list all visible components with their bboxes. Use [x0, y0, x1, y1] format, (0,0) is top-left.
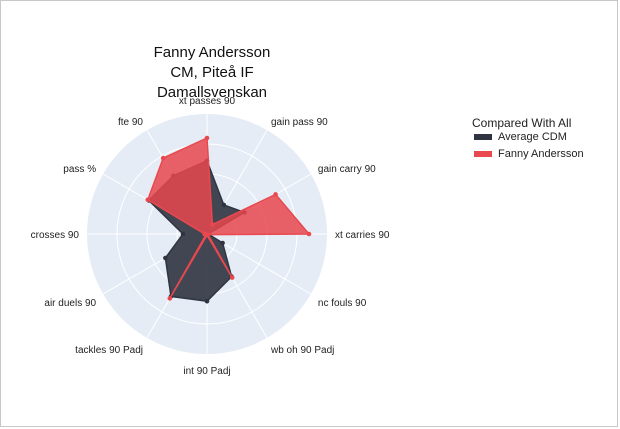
axis-label: fte 90: [118, 117, 143, 128]
series-point-player: [202, 231, 207, 237]
series-point-player: [167, 296, 173, 301]
series-point-average-cdm: [180, 231, 186, 237]
series-point-player: [160, 155, 166, 161]
series-point-average-cdm: [163, 255, 168, 261]
axis-label: air duels 90: [44, 298, 96, 309]
series-point-player: [273, 192, 278, 197]
axis-label: pass %: [63, 164, 96, 175]
chart-title-league: Damallsvenskan: [156, 84, 268, 101]
axis-labels: xt passes 90 gain pass 90 gain carry 90 xt …: [31, 96, 390, 377]
chart-title-name: Fanny Andersson: [153, 44, 271, 61]
legend-item-player[interactable]: Fanny Andersson: [474, 148, 584, 160]
legend-swatch-player: [474, 151, 492, 158]
chart-title-team: CM, Piteå IF: [170, 64, 254, 81]
series-point-player: [306, 231, 312, 237]
axis-label: xt carries 90: [335, 230, 390, 241]
axis-label: crosses 90: [31, 230, 80, 241]
series-point-player: [229, 275, 235, 280]
axis-label: gain pass 90: [271, 117, 328, 128]
series-point-average-cdm: [220, 240, 225, 246]
series-point-player: [210, 222, 215, 227]
series-point-player: [145, 197, 151, 203]
legend-label-player: Fanny Andersson: [498, 148, 584, 160]
legend-label-average-cdm: Average CDM: [498, 131, 567, 143]
axis-label: int 90 Padj: [183, 366, 230, 377]
legend-swatch-average-cdm: [474, 134, 492, 141]
series-point-player: [204, 135, 210, 141]
series-layer: [145, 135, 312, 304]
axis-label: tackles 90 Padj: [75, 345, 143, 356]
legend-item-average-cdm[interactable]: Average CDM: [474, 131, 567, 143]
axis-label: xt passes 90: [179, 96, 236, 107]
axis-label: gain carry 90: [318, 164, 376, 175]
axis-label: nc fouls 90: [318, 298, 367, 309]
series-point-average-cdm: [221, 202, 227, 208]
legend-title: Compared With All: [472, 116, 572, 130]
axis-label: wb oh 90 Padj: [270, 345, 334, 356]
series-point-average-cdm: [204, 298, 210, 304]
